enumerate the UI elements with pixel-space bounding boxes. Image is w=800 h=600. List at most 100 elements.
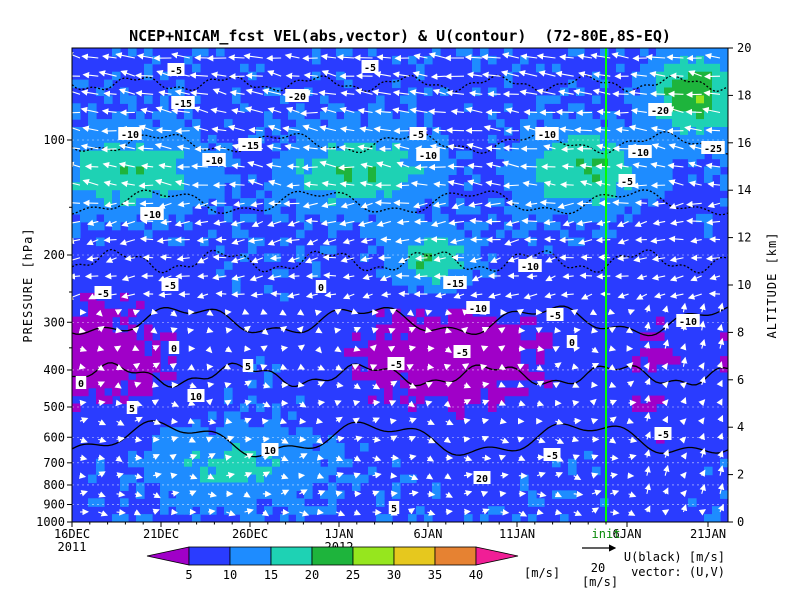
heat-cell	[392, 150, 401, 160]
heat-cell	[392, 490, 401, 499]
wind-vector	[488, 292, 501, 299]
heat-cell	[112, 332, 121, 341]
heat-cell	[328, 221, 337, 231]
heat-cell	[432, 490, 441, 499]
heat-cell	[72, 387, 81, 397]
wind-vector	[286, 163, 300, 170]
heat-cell	[160, 466, 169, 476]
contour-label-box	[648, 103, 672, 116]
contour-label: -20	[651, 106, 669, 117]
wind-vector	[699, 320, 706, 331]
heat-cell	[472, 87, 481, 96]
heat-cell	[128, 103, 137, 112]
heat-cell	[128, 190, 137, 199]
heat-cell	[720, 198, 728, 207]
wind-vector	[466, 142, 483, 150]
heat-cell	[224, 450, 233, 460]
wind-vector	[717, 483, 725, 494]
wind-vector	[97, 325, 105, 333]
heat-cell	[448, 316, 457, 326]
heat-cell	[304, 490, 313, 499]
heat-cell	[536, 371, 545, 381]
wind-vector	[225, 417, 233, 425]
wind-vector	[572, 381, 580, 388]
heat-cell	[392, 458, 401, 468]
wind-vector	[667, 162, 684, 170]
heat-cell	[528, 316, 537, 326]
heat-cell	[328, 150, 337, 160]
heat-cell	[216, 174, 225, 183]
heat-cell	[480, 221, 489, 231]
wind-vector	[205, 436, 214, 443]
heat-cell	[400, 134, 409, 144]
heat-cell	[568, 158, 577, 168]
heat-cell	[360, 348, 369, 357]
wind-vector	[171, 508, 178, 516]
heat-cell	[440, 190, 449, 199]
wind-vector	[669, 256, 684, 263]
heat-cell	[536, 158, 545, 168]
heat-cell	[312, 166, 321, 175]
heat-cell	[328, 182, 337, 191]
heat-cell	[464, 206, 473, 215]
heat-cell	[456, 269, 465, 278]
heat-cell	[384, 206, 393, 215]
heat-cell	[664, 71, 673, 81]
heat-cell	[168, 498, 177, 507]
heat-cell	[272, 198, 281, 207]
wind-vector	[704, 52, 721, 60]
heat-cell	[160, 506, 169, 515]
wind-vector	[360, 202, 373, 209]
heat-cell	[144, 182, 153, 191]
wind-vector	[279, 309, 287, 316]
heat-cell	[200, 506, 209, 515]
wind-vector	[120, 70, 136, 77]
heat-cell	[632, 103, 641, 112]
wind-vector	[450, 108, 465, 116]
wind-vector	[651, 200, 666, 208]
heat-cell	[720, 87, 728, 96]
heat-cell	[440, 150, 449, 160]
heat-cell	[120, 292, 129, 302]
wind-vector	[79, 345, 88, 352]
wind-vector	[698, 509, 707, 516]
wind-vector	[227, 124, 245, 132]
heat-cell	[408, 277, 417, 286]
wind-vector	[306, 239, 318, 246]
heat-cell	[592, 466, 601, 476]
heat-cell	[656, 87, 665, 96]
wind-vector	[279, 417, 288, 425]
wind-vector	[448, 219, 465, 226]
heat-cell	[272, 364, 281, 373]
wind-vector	[453, 292, 465, 299]
wind-vector	[446, 89, 465, 97]
heat-cell	[280, 269, 289, 278]
heat-cell	[448, 269, 457, 278]
heat-cell	[520, 127, 529, 136]
wind-vector	[80, 143, 99, 150]
heat-cell	[168, 150, 177, 160]
heat-cell	[200, 182, 209, 191]
heat-cell	[296, 253, 305, 262]
wind-vector	[174, 179, 190, 187]
heat-cell	[192, 514, 201, 522]
wind-vector	[133, 509, 142, 516]
heat-cell	[160, 134, 169, 144]
heat-cell	[112, 213, 121, 223]
wind-vector	[626, 380, 635, 388]
heat-cell	[544, 158, 553, 168]
wind-vector	[374, 71, 391, 78]
wind-vector	[686, 200, 702, 208]
heat-cell	[304, 474, 313, 484]
heat-cell	[368, 229, 377, 239]
heat-cell	[488, 134, 497, 144]
heat-cell	[584, 111, 593, 120]
wind-vector	[337, 164, 355, 171]
wind-vector	[369, 364, 378, 371]
heat-cell	[176, 474, 185, 484]
heat-cell	[600, 111, 609, 120]
heat-cell	[192, 166, 201, 175]
heat-cell	[96, 174, 105, 183]
wind-vector	[591, 454, 599, 461]
heat-cell	[288, 182, 297, 191]
